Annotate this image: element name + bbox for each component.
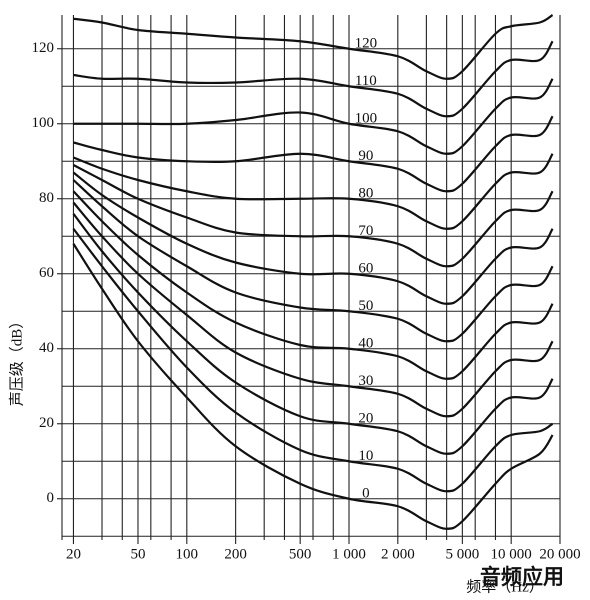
- curve: [73, 115, 554, 193]
- curve-label: 20: [358, 411, 373, 427]
- x-tick-label: 20: [66, 546, 81, 562]
- curve: [72, 243, 554, 530]
- curve-label: 90: [358, 148, 373, 164]
- curve: [72, 179, 554, 343]
- y-tick-label: 60: [39, 265, 54, 281]
- y-axis-label: 声压级（dB）: [7, 314, 25, 407]
- curve-label: 120: [355, 36, 378, 52]
- y-tick-label: 20: [39, 415, 54, 431]
- x-tick-label: 100: [176, 546, 199, 562]
- x-tick-label: 500: [289, 546, 312, 562]
- x-tick-label: 50: [130, 546, 145, 562]
- curve: [72, 190, 554, 380]
- curve-label: 50: [358, 298, 373, 314]
- curve: [72, 213, 554, 455]
- curve-label: 110: [355, 73, 377, 89]
- x-tick-label: 2 000: [381, 546, 415, 562]
- curve-label: 100: [355, 111, 378, 127]
- x-tick-label: 200: [224, 546, 247, 562]
- curve: [73, 14, 554, 80]
- curve-label: 40: [358, 336, 373, 352]
- curve: [73, 153, 554, 230]
- x-tick-label: 10 000: [491, 546, 532, 562]
- curve: [72, 164, 554, 268]
- x-tick-label: 1 000: [332, 546, 366, 562]
- curve-label: 0: [362, 486, 370, 502]
- x-axis-label: 频率（Hz）: [466, 578, 544, 595]
- curve: [72, 171, 554, 305]
- y-tick-label: 100: [32, 115, 55, 131]
- watermark: 音频应用: [480, 565, 564, 589]
- curve-label: 60: [358, 261, 373, 277]
- y-tick-label: 80: [39, 190, 54, 206]
- curve-label: 70: [358, 223, 373, 239]
- y-tick-label: 0: [47, 490, 55, 506]
- x-tick-label: 5 000: [445, 546, 479, 562]
- curve: [72, 201, 554, 418]
- curve-label: 80: [358, 186, 373, 202]
- curve: [73, 78, 554, 155]
- curve: [73, 40, 554, 118]
- curve: [72, 228, 554, 493]
- curve-label: 30: [358, 373, 373, 389]
- y-tick-label: 40: [39, 340, 54, 356]
- x-tick-label: 20 000: [539, 546, 580, 562]
- curve-label: 10: [358, 448, 373, 464]
- y-tick-label: 120: [32, 40, 55, 56]
